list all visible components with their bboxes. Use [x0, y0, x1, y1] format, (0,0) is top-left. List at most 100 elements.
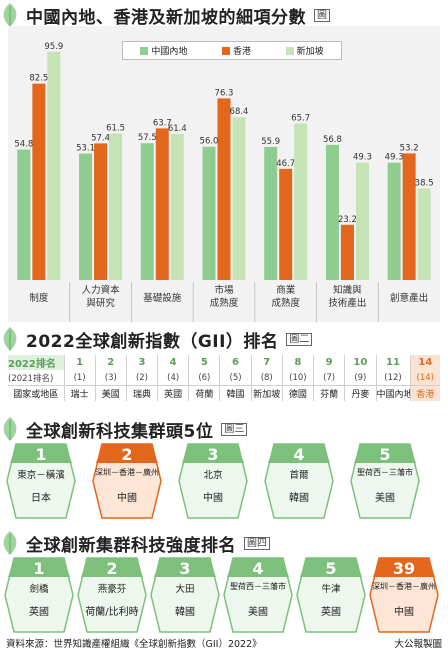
cluster-card: 5 牛津 英國 — [296, 557, 366, 633]
legend-swatch — [285, 46, 294, 55]
hexagon-shape — [4, 557, 74, 633]
cluster-country: 日本 — [31, 493, 51, 504]
legend-item-hongkong: 香港 — [221, 44, 251, 57]
rank-cell: (10) — [282, 370, 315, 386]
rank-cell: 14 — [410, 355, 440, 370]
cluster-intensity-title: 全球創新集群科技強度排名 — [26, 535, 236, 556]
cluster-card: 1 東京－橫濱日本 — [6, 443, 76, 519]
figure-tag: 圖二 — [286, 332, 313, 346]
rank-cell: 3 — [126, 355, 159, 370]
category-label: 市場 — [214, 284, 234, 296]
source-note: 資料來源：世界知識產權組織《全球創新指數（GII）2022》 — [6, 639, 262, 650]
data-label: 23.2 — [338, 215, 357, 225]
cluster-card: 1 劍橋 英國 — [4, 557, 74, 633]
bar — [94, 143, 108, 280]
cluster-country: 英國 — [29, 607, 49, 618]
data-label: 65.7 — [291, 114, 310, 124]
bar — [294, 123, 308, 280]
rank-cell: 國家或地區 — [8, 385, 65, 401]
hexagon-shape — [150, 557, 220, 633]
chart-legend: 中國內地 香港 新加坡 — [122, 41, 342, 60]
cluster-rank: 4 — [252, 559, 264, 578]
hexagon-shape — [6, 443, 76, 519]
data-label: 61.5 — [106, 124, 125, 134]
rank-cell: 6 — [219, 355, 252, 370]
rank-cell: 11 — [376, 355, 411, 370]
cluster-rank: 1 — [35, 445, 47, 464]
hexagon-shape — [264, 443, 334, 519]
bar — [325, 144, 339, 280]
hexagon-shape — [350, 443, 420, 519]
legend-label: 中國內地 — [151, 47, 188, 57]
hexagon-shape — [369, 557, 439, 633]
rank-cell: (3) — [95, 370, 127, 386]
cluster-rank: 2 — [121, 445, 133, 464]
category-label: 基礎設施 — [143, 292, 182, 304]
bar — [79, 153, 93, 280]
leaf-icon — [0, 326, 20, 352]
bar — [340, 224, 354, 280]
cluster-country: 中國 — [117, 493, 137, 504]
category-label: 創意產出 — [390, 292, 428, 304]
cluster-intensity-row: 1 劍橋 英國 2 燕豪芬 荷蘭/比利時 3 大田 韓國 4 聖荷西－三藩市 美國 5 牛津 英國 … — [4, 557, 442, 633]
cluster-name: 牛津 — [321, 584, 341, 595]
bar — [47, 51, 61, 281]
rank-cell: 中國內地 — [376, 385, 411, 401]
data-label: 49.3 — [385, 153, 404, 163]
data-label: 53.1 — [76, 144, 95, 154]
category-label: 與研究 — [86, 297, 115, 309]
rank-cell: 2022排名 — [8, 355, 65, 370]
data-label: 56.8 — [323, 135, 342, 145]
data-label: 95.9 — [44, 42, 63, 52]
bar — [387, 162, 401, 280]
bar — [355, 162, 369, 280]
cluster-name: 首爾 — [289, 470, 309, 481]
cluster-country: 韓國 — [289, 493, 309, 504]
rank-cell: 瑞士 — [64, 385, 96, 401]
rank-cell: 5 — [188, 355, 221, 370]
data-label: 57.4 — [91, 133, 110, 143]
cluster-name: 東京－橫濱 — [17, 470, 65, 481]
cluster-name: 大田 — [175, 584, 195, 595]
rank-cell: (12) — [376, 370, 411, 386]
data-label: 76.3 — [215, 88, 234, 98]
category-label: 技術產出 — [328, 297, 366, 309]
cluster-rank: 2 — [106, 559, 118, 578]
data-label: 46.7 — [276, 159, 295, 169]
rank-cell: 英國 — [157, 385, 190, 401]
bar — [140, 143, 154, 280]
cluster-top5-row: 1 東京－橫濱 日本 2 深圳－香港－廣州 中國 3 北京 中國 4 首爾 韓國 5 聖荷西－三藩… — [6, 443, 436, 519]
cluster-card: 5 聖荷西－三藩市 美國 — [350, 443, 420, 519]
cluster-rank: 5 — [379, 445, 391, 464]
gii-title: 2022全球創新指數（GII）排名 — [26, 331, 279, 352]
cluster-card: 2 燕豪芬 荷蘭/比利時 — [77, 557, 147, 633]
bar — [279, 168, 293, 280]
rank-cell: 9 — [313, 355, 346, 370]
prev-rank-row: (2021排名) (1) (3) (2) (4) (6) (5) (8) (10) (7) (9)(… — [8, 370, 440, 386]
bar — [155, 128, 169, 280]
gii-rank-table: 2022排名 1 2 3 4 5 6 7 8 9 10 11 14 (2021排名) (1) (3) (2)(… — [8, 355, 440, 401]
cluster-rank: 4 — [293, 445, 305, 464]
legend-item-singapore: 新加坡 — [285, 44, 324, 57]
cluster-top5-title-row: 全球創新科技集群頭5位 圖三 — [0, 416, 248, 442]
cluster-name: 聖荷西－三藩市 — [357, 468, 413, 477]
leaf-icon — [0, 416, 20, 442]
cluster-country: 中國 — [203, 493, 223, 504]
figure-tag: 圖四 — [244, 536, 270, 550]
data-label: 38.5 — [415, 178, 434, 188]
country-row: 國家或地區 瑞士 美國 瑞典 英國 荷蘭 韓國 新加坡 德國 芬蘭 丹麥 中國內地 香港 — [8, 385, 440, 401]
bar — [417, 188, 431, 280]
rank-cell: 瑞典 — [126, 385, 159, 401]
rank-cell: (14) — [410, 370, 440, 386]
bar — [17, 149, 31, 280]
rank-cell: (1) — [64, 370, 96, 386]
rank-cell: 8 — [282, 355, 315, 370]
cluster-card: 39 深圳－香港－廣州 中國 — [369, 557, 439, 633]
cluster-card: 4 聖荷西－三藩市 美國 — [223, 557, 293, 633]
cluster-rank: 3 — [207, 445, 219, 464]
data-label: 82.5 — [29, 74, 48, 84]
rank-cell: (8) — [251, 370, 283, 386]
bar — [109, 133, 123, 280]
cluster-card: 3 大田 韓國 — [150, 557, 220, 633]
cluster-intensity-title-row: 全球創新集群科技強度排名 圖四 — [0, 530, 270, 556]
